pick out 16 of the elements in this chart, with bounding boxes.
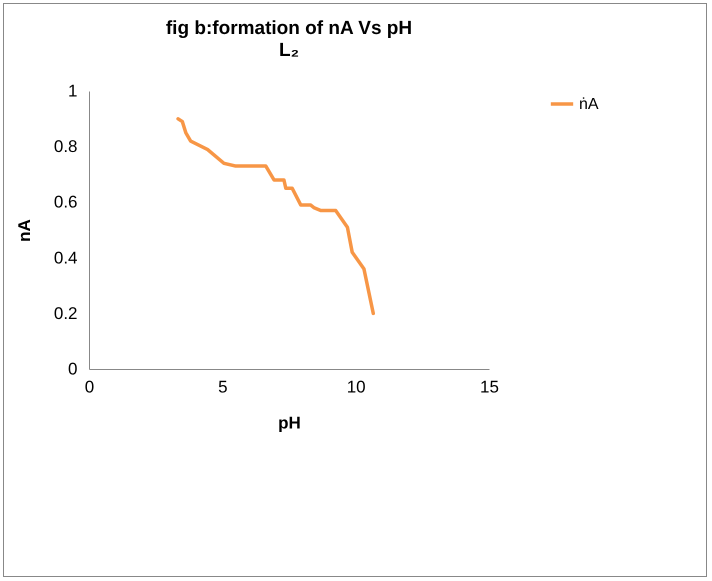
x-axis-title: pH [278, 414, 301, 432]
y-tick-label: 0.6 [54, 192, 78, 212]
line-series [176, 117, 376, 316]
y-tick-label: 0.4 [54, 248, 78, 268]
y-tick-label: 1 [68, 82, 78, 100]
x-tick-label: 10 [346, 378, 366, 396]
x-tick-label: 0 [84, 378, 94, 396]
legend-label: ṅA [579, 96, 599, 113]
chart-subtitle: L₂ [278, 40, 300, 61]
y-tick-label: 0 [68, 360, 78, 378]
chart-title: fig b:formation of nA Vs pH [166, 18, 412, 39]
x-tick-label: 5 [218, 378, 228, 396]
y-tick-label: 0.8 [54, 137, 78, 156]
x-tick-label: 15 [480, 378, 499, 396]
y-tick-label: 0.2 [54, 304, 78, 323]
y-axis-title: nA [14, 219, 34, 242]
